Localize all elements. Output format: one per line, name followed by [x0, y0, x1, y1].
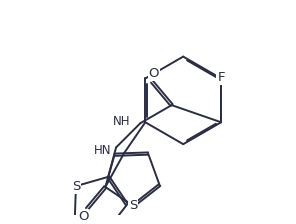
Text: S: S: [72, 180, 80, 193]
Text: HN: HN: [94, 144, 111, 157]
Text: O: O: [78, 210, 89, 223]
Text: S: S: [129, 199, 137, 212]
Text: F: F: [217, 71, 225, 84]
Text: NH: NH: [113, 115, 131, 128]
Text: O: O: [149, 67, 159, 80]
